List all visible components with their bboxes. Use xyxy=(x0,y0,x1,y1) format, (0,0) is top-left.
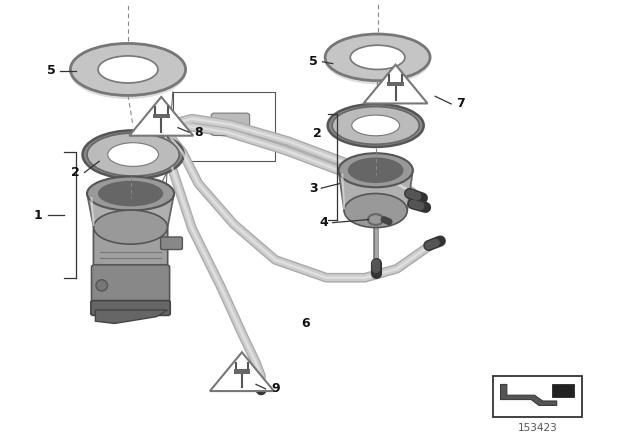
Ellipse shape xyxy=(350,45,405,69)
Ellipse shape xyxy=(98,181,163,206)
Polygon shape xyxy=(234,369,250,374)
Circle shape xyxy=(372,217,380,222)
Ellipse shape xyxy=(70,43,186,95)
Bar xyxy=(552,384,574,397)
Ellipse shape xyxy=(83,130,184,179)
Ellipse shape xyxy=(339,153,413,187)
Text: 6: 6 xyxy=(301,317,310,330)
Text: 7: 7 xyxy=(456,97,465,111)
Bar xyxy=(173,92,275,161)
Ellipse shape xyxy=(87,133,179,176)
Ellipse shape xyxy=(352,115,399,136)
Polygon shape xyxy=(153,114,170,118)
Text: 9: 9 xyxy=(271,382,280,396)
Text: 1: 1 xyxy=(34,208,43,222)
Polygon shape xyxy=(339,170,413,211)
Ellipse shape xyxy=(96,280,108,291)
Polygon shape xyxy=(210,352,274,391)
Text: 3: 3 xyxy=(309,181,318,195)
Bar xyxy=(493,376,582,417)
Ellipse shape xyxy=(344,194,407,228)
Text: 2: 2 xyxy=(313,127,322,140)
Polygon shape xyxy=(387,82,404,86)
Polygon shape xyxy=(364,65,428,103)
Ellipse shape xyxy=(98,56,158,83)
Ellipse shape xyxy=(93,210,168,244)
Text: 2: 2 xyxy=(71,166,80,179)
FancyBboxPatch shape xyxy=(92,265,170,308)
Text: 8: 8 xyxy=(194,125,203,139)
Text: 4: 4 xyxy=(319,216,328,229)
FancyBboxPatch shape xyxy=(211,113,250,135)
Ellipse shape xyxy=(70,47,186,99)
Text: 5: 5 xyxy=(309,55,318,69)
Ellipse shape xyxy=(325,38,430,84)
Ellipse shape xyxy=(87,177,174,211)
Ellipse shape xyxy=(108,143,159,166)
Polygon shape xyxy=(87,194,174,227)
Ellipse shape xyxy=(328,104,424,147)
Polygon shape xyxy=(129,97,193,136)
FancyBboxPatch shape xyxy=(161,237,182,250)
Ellipse shape xyxy=(332,107,419,144)
FancyBboxPatch shape xyxy=(91,301,170,315)
Polygon shape xyxy=(500,384,557,405)
Text: 5: 5 xyxy=(47,64,56,78)
Ellipse shape xyxy=(348,158,404,183)
Polygon shape xyxy=(95,310,168,323)
Text: 153423: 153423 xyxy=(518,423,557,433)
Ellipse shape xyxy=(325,34,430,81)
FancyBboxPatch shape xyxy=(93,226,168,273)
